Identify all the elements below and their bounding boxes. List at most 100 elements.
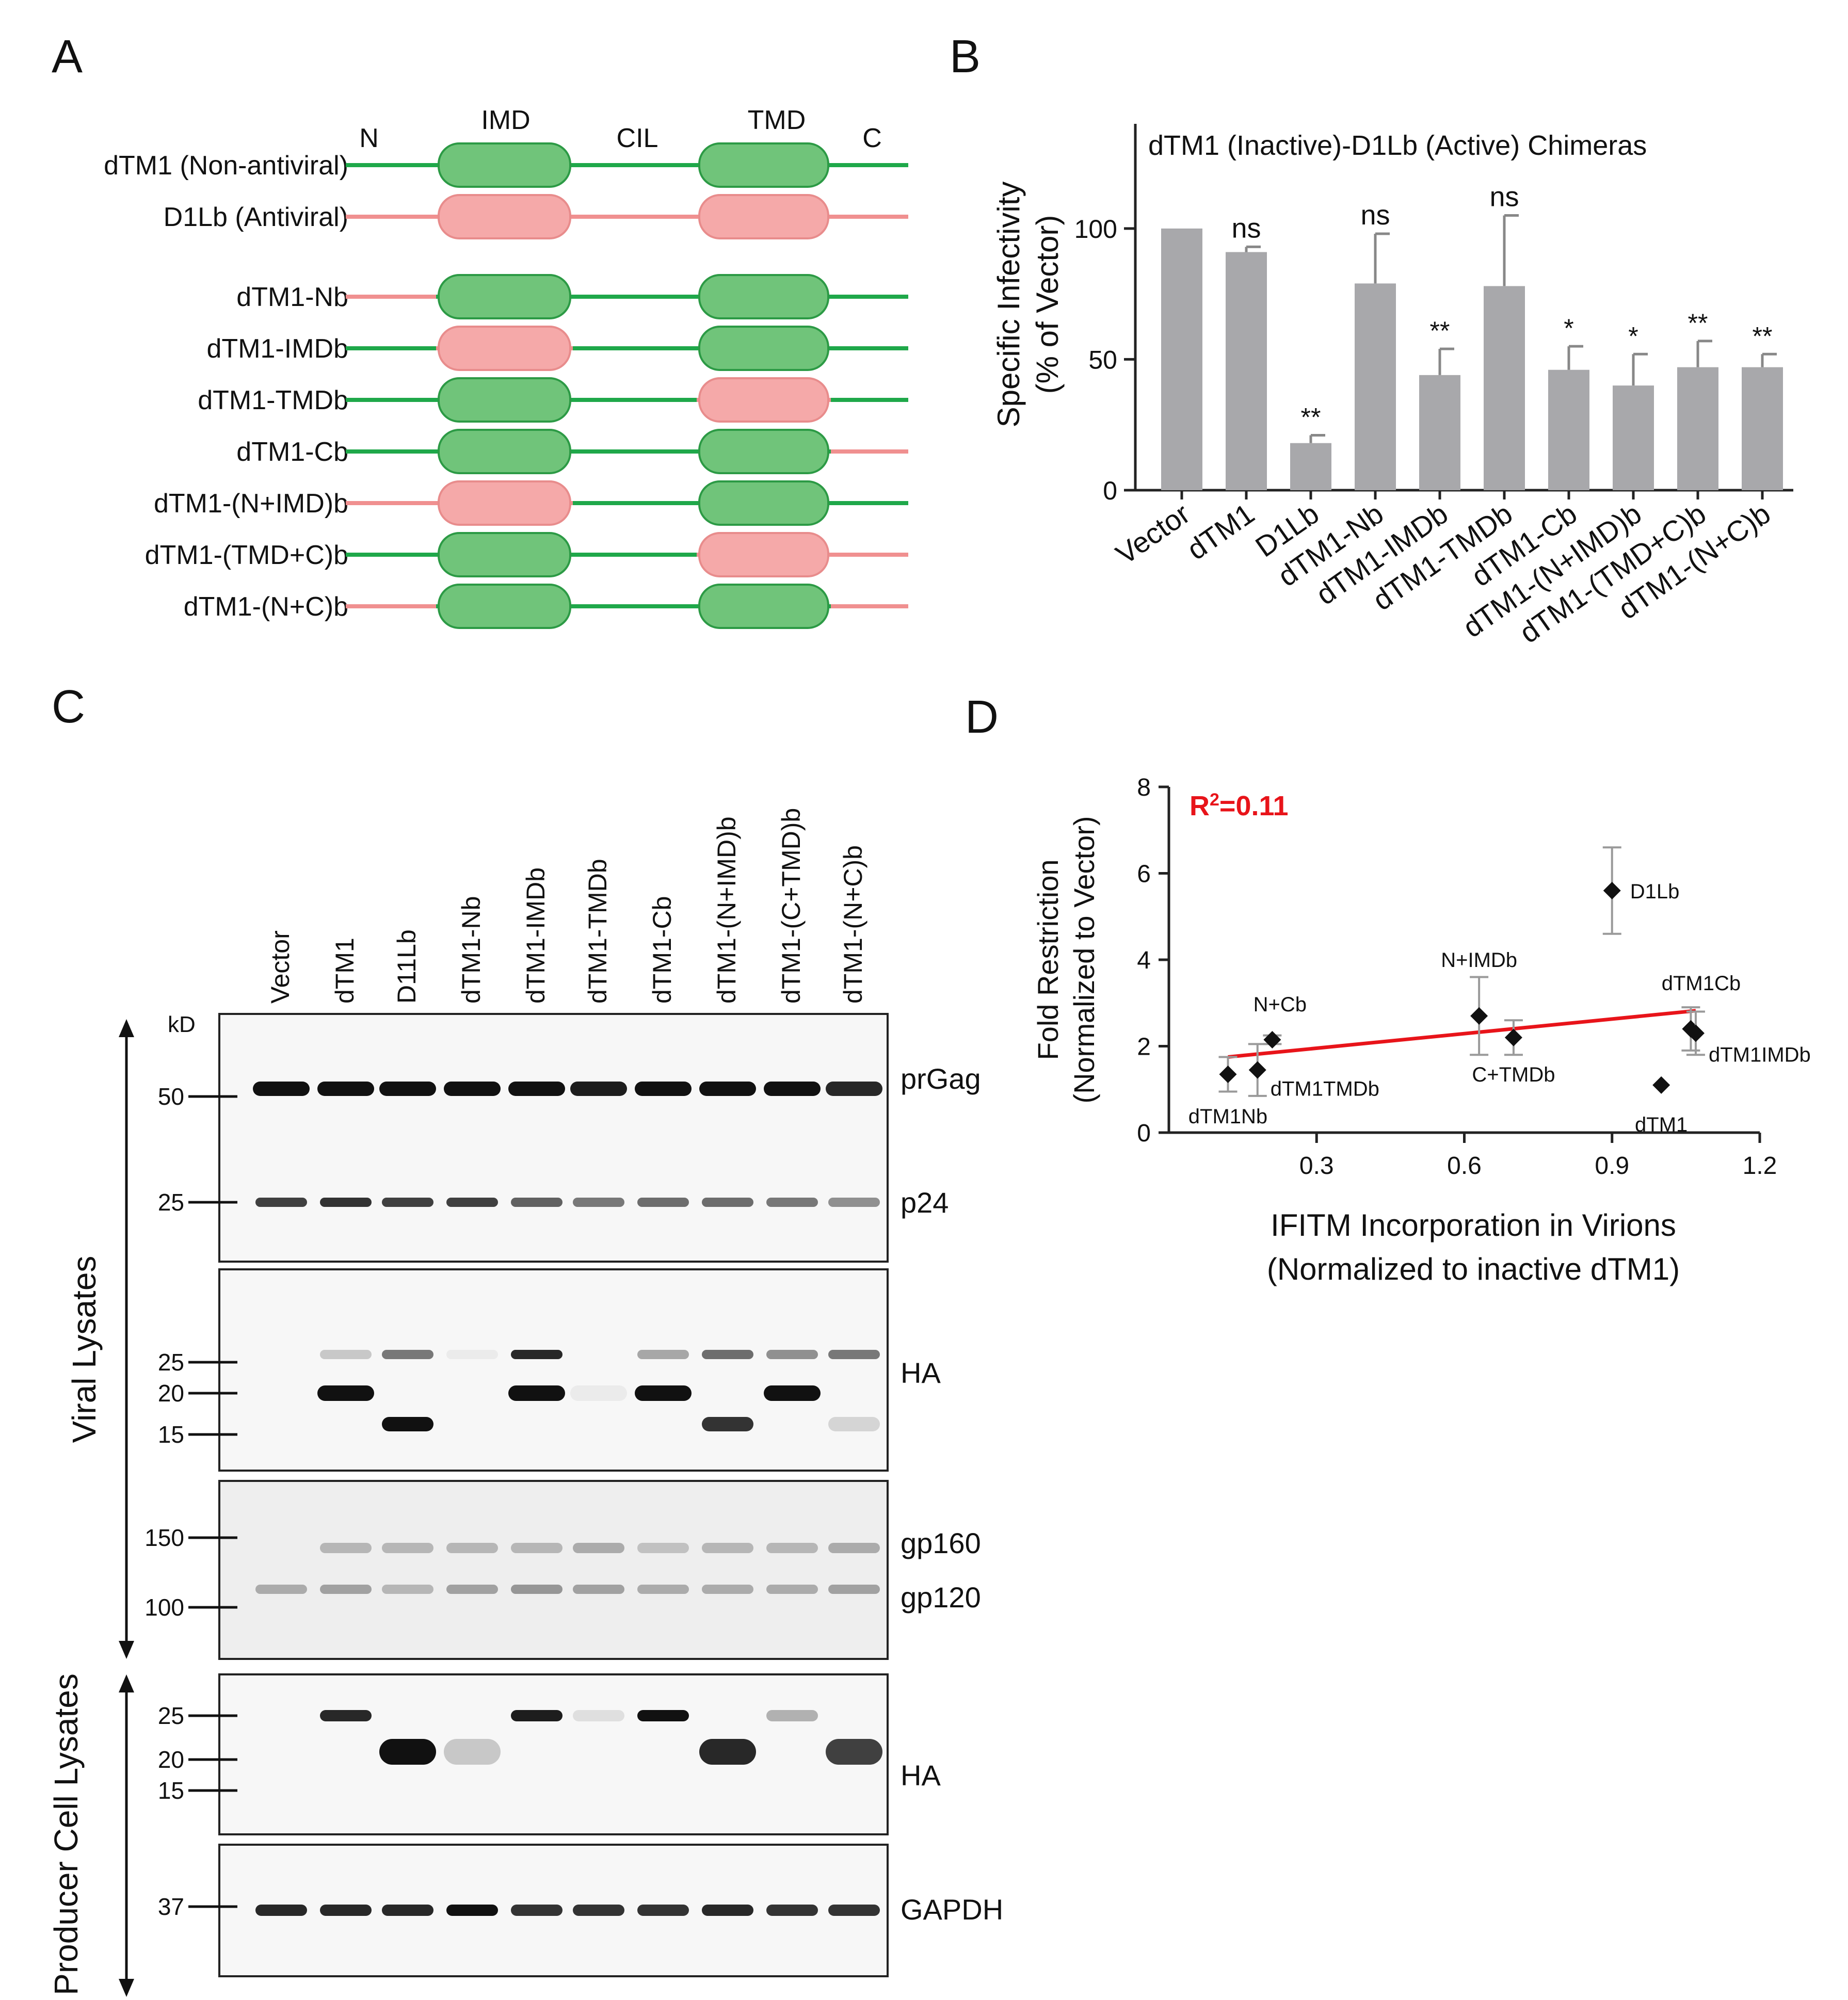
band-6-lane-8 xyxy=(766,1585,818,1594)
point-0-marker xyxy=(1603,882,1621,899)
band-1-lane-4 xyxy=(511,1198,563,1207)
row-label-1: D1Lb (Antiviral) xyxy=(164,202,348,232)
bar-4-significance: ** xyxy=(1430,316,1450,345)
row-7-domain-3 xyxy=(698,532,829,577)
point-3-label: N+Cb xyxy=(1254,993,1307,1016)
band-0-lane-5 xyxy=(570,1082,627,1096)
band-5-lane-5 xyxy=(573,1543,624,1553)
blot-0-band-label-1: p24 xyxy=(901,1186,949,1219)
band-1-lane-8 xyxy=(766,1198,818,1207)
producer-lysates-label: Producer Cell Lysates xyxy=(47,1673,85,1995)
lane-label-5: dTM1-TMDb xyxy=(583,859,612,1004)
point-6-label: dTM1Cb xyxy=(1662,972,1741,995)
band-7-lane-4 xyxy=(511,1710,563,1721)
band-0-lane-8 xyxy=(764,1082,821,1096)
band-7-lane-5 xyxy=(573,1710,624,1721)
chart-d-xlabel-line2: (Normalized to inactive dTM1) xyxy=(1267,1252,1680,1286)
chart-b-ylabel-line1: Specific Infectivity xyxy=(991,182,1026,428)
band-6-lane-7 xyxy=(702,1585,753,1594)
band-5-lane-1 xyxy=(320,1543,372,1553)
chart-d-ylabel-line2: (Normalized to Vector) xyxy=(1068,816,1100,1103)
point-1-marker xyxy=(1470,1007,1488,1025)
band-5-lane-8 xyxy=(766,1543,818,1553)
blot-2-band-label-1: gp120 xyxy=(901,1581,981,1614)
band-1-lane-2 xyxy=(382,1198,433,1207)
bar-9-significance: ** xyxy=(1753,321,1773,350)
blot-0-membrane xyxy=(218,1013,889,1263)
band-1-lane-7 xyxy=(702,1198,753,1207)
band-6-lane-6 xyxy=(637,1585,689,1594)
bar-3 xyxy=(1355,283,1396,490)
viral-bracket-arrow-top xyxy=(119,1019,134,1037)
band-7-lane-8 xyxy=(766,1710,818,1721)
band-9-lane-6 xyxy=(637,1905,689,1916)
band-2-lane-6 xyxy=(635,1385,692,1401)
producer-bracket-arrow-bottom xyxy=(119,1979,134,1997)
band-9-lane-2 xyxy=(382,1905,433,1916)
band-2-lane-4 xyxy=(508,1385,565,1401)
row-label-4: dTM1-TMDb xyxy=(198,385,348,415)
panel-letter-c: C xyxy=(52,681,85,733)
row-1-domain-1 xyxy=(438,194,571,239)
band-7-lane-6 xyxy=(637,1710,689,1721)
panel-b-bar-chart: dTM1 (Inactive)-D1Lb (Active) Chimeras S… xyxy=(991,124,1793,649)
blot-3-marker-2: 15 xyxy=(158,1777,184,1804)
band-4-lane-9 xyxy=(828,1417,880,1431)
bar-7-significance: * xyxy=(1628,321,1638,350)
chart-d-xtick-label-1: 0.6 xyxy=(1447,1152,1482,1180)
panel-c-western-blots: Vector dTM1 D11Lb dTM1-Nb dTM1-IMDb dTM1-TMDb… xyxy=(47,808,1003,1997)
blot-1-band-label-0: HA xyxy=(901,1357,941,1389)
chart-b-title: dTM1 (Inactive)-D1Lb (Active) Chimeras xyxy=(1148,130,1647,161)
lane-label-2: D11Lb xyxy=(392,929,421,1004)
band-6-lane-1 xyxy=(320,1585,372,1594)
row-8-domain-3 xyxy=(698,584,829,629)
lane-label-6: dTM1-Cb xyxy=(648,896,677,1004)
band-5-lane-7 xyxy=(702,1543,753,1553)
point-8-label: dTM1 xyxy=(1635,1114,1688,1136)
lane-label-3: dTM1-Nb xyxy=(457,896,486,1004)
row-label-0: dTM1 (Non-antiviral) xyxy=(104,151,348,181)
row-label-6: dTM1-(N+IMD)b xyxy=(154,489,348,519)
blot-3-band-label-0: HA xyxy=(901,1759,941,1792)
point-5-marker xyxy=(1219,1065,1237,1083)
point-8-marker xyxy=(1652,1076,1670,1094)
blot-4-band-label-0: GAPDH xyxy=(901,1893,1003,1926)
band-6-lane-0 xyxy=(255,1585,307,1594)
row-label-3: dTM1-IMDb xyxy=(207,334,348,364)
band-6-lane-5 xyxy=(573,1585,624,1594)
row-0-domain-3 xyxy=(698,142,829,188)
band-3-lane-6 xyxy=(637,1350,689,1359)
producer-bracket-arrow-top xyxy=(119,1674,134,1692)
chart-d-ylabel-line1: Fold Restriction xyxy=(1032,859,1064,1060)
band-8-lane-9 xyxy=(826,1739,882,1765)
lane-label-4: dTM1-IMDb xyxy=(521,867,550,1004)
band-3-lane-2 xyxy=(382,1350,433,1359)
blot-1-marker-2: 15 xyxy=(158,1421,184,1448)
chart-d-fit-line xyxy=(1228,1009,1696,1059)
bar-5 xyxy=(1484,286,1525,490)
band-5-lane-2 xyxy=(382,1543,433,1553)
blot-2-band-label-0: gp160 xyxy=(901,1527,981,1559)
blot-2-marker-0: 150 xyxy=(144,1524,184,1551)
row-3-domain-1 xyxy=(438,326,571,371)
point-7-marker xyxy=(1686,1024,1705,1042)
chart-b-ytick-label-1: 50 xyxy=(1088,345,1117,374)
band-4-lane-2 xyxy=(382,1417,433,1431)
point-0-label: D1Lb xyxy=(1630,880,1680,903)
band-8-lane-7 xyxy=(699,1739,756,1765)
row-2-domain-1 xyxy=(438,274,571,319)
chart-d-ytick-label-3: 6 xyxy=(1137,861,1151,888)
band-0-lane-1 xyxy=(317,1082,374,1096)
chart-d-ytick-label-1: 2 xyxy=(1137,1034,1151,1061)
band-6-lane-9 xyxy=(828,1585,880,1594)
row-2-domain-3 xyxy=(698,274,829,319)
band-1-lane-5 xyxy=(573,1198,624,1207)
bar-8-significance: ** xyxy=(1688,309,1708,337)
point-2-label: C+TMDb xyxy=(1472,1063,1555,1086)
band-0-lane-7 xyxy=(699,1082,756,1096)
band-3-lane-4 xyxy=(511,1350,563,1359)
domain-label-imd: IMD xyxy=(481,105,530,135)
row-5-domain-3 xyxy=(698,429,829,474)
bar-3-significance: ns xyxy=(1360,200,1390,231)
band-7-lane-1 xyxy=(320,1710,372,1721)
